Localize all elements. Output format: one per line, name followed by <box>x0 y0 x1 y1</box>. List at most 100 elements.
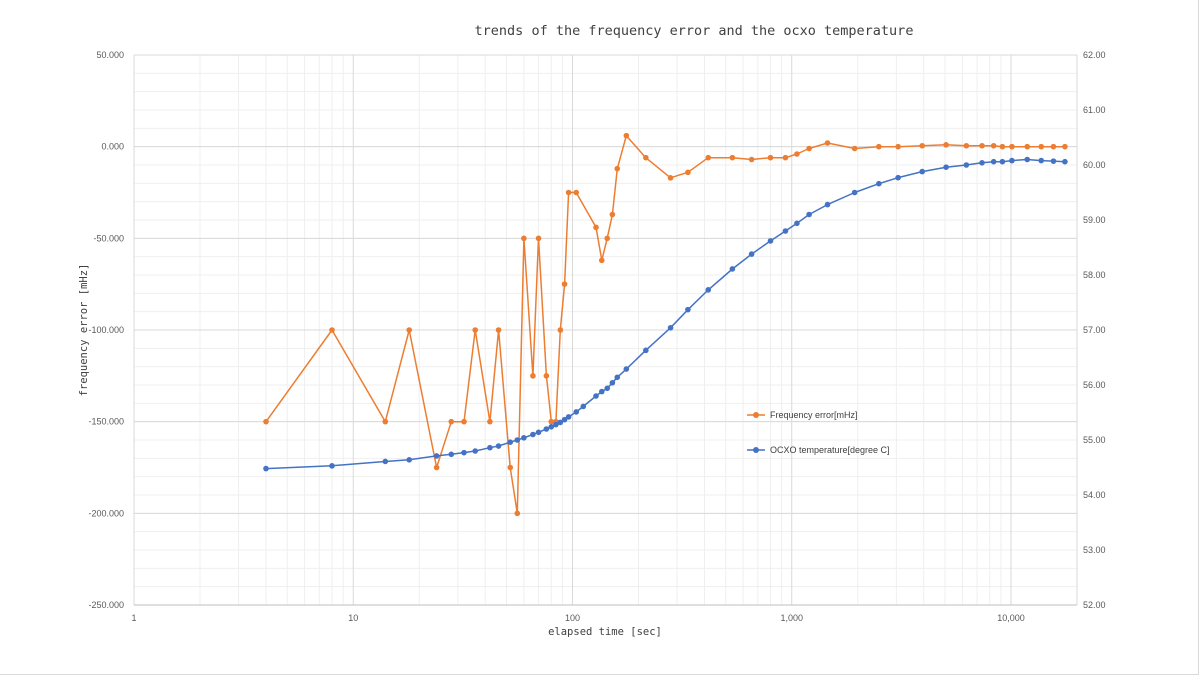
ocxo-temperature-point <box>979 160 985 166</box>
ocxo-temperature-point <box>614 374 621 381</box>
legend-item-ocxo-temperature: OCXO temperature[degree C] <box>747 445 890 455</box>
frequency-error-point <box>557 327 564 333</box>
ocxo-temperature-point <box>851 189 858 196</box>
y2-tick-label: 60.00 <box>1083 160 1106 170</box>
ocxo-temperature-point <box>553 421 559 428</box>
y-tick-label: -100.000 <box>88 325 124 335</box>
y-tick-label: 0.000 <box>101 142 124 152</box>
frequency-error-point <box>461 418 467 425</box>
frequency-error-point <box>748 156 755 163</box>
legend-item-frequency-error: Frequency error[mHz] <box>747 410 858 420</box>
frequency-error-point <box>806 145 812 152</box>
frequency-error-point <box>767 154 774 161</box>
ocxo-temperature-point <box>573 409 580 415</box>
frequency-error-point <box>1050 143 1057 150</box>
frequency-error-point <box>514 510 521 517</box>
frequency-error-point <box>472 327 479 333</box>
ocxo-temperature-point <box>943 164 949 170</box>
ocxo-temperature-point <box>643 347 649 354</box>
x-tick-label: 100 <box>565 613 580 623</box>
frequency-error-point <box>604 235 611 242</box>
y2-tick-label: 56.00 <box>1083 380 1106 390</box>
frequency-error-point <box>329 327 335 333</box>
ocxo-temperature-point <box>604 385 611 392</box>
frequency-error-point <box>895 143 901 150</box>
ocxo-temperature-point <box>895 174 901 181</box>
ocxo-temperature-point <box>1038 157 1045 164</box>
frequency-error-point <box>729 154 736 161</box>
ocxo-temperature-point <box>548 424 555 430</box>
frequency-error-point <box>667 175 674 181</box>
frequency-error-point <box>990 142 997 149</box>
frequency-error-point <box>705 154 712 161</box>
ocxo-temperature-point <box>530 431 536 438</box>
ocxo-temperature-point <box>495 443 502 449</box>
y2-tick-label: 62.00 <box>1083 50 1106 60</box>
frequency-error-point <box>979 142 985 149</box>
ocxo-temperature-point <box>507 439 514 446</box>
ocxo-temperature-point <box>1062 158 1068 165</box>
frequency-error-point <box>543 373 550 379</box>
ocxo-temperature-point <box>1009 157 1015 164</box>
frequency-error-point <box>851 145 858 152</box>
ocxo-temperature-point <box>535 429 542 436</box>
ocxo-temperature-point <box>514 437 521 443</box>
x-axis-title: elapsed time [sec] <box>548 626 662 638</box>
frequency-error-point <box>406 327 413 333</box>
ocxo-temperature-point <box>919 168 926 175</box>
y2-tick-label: 55.00 <box>1083 435 1106 445</box>
ocxo-temperature-point <box>598 388 605 395</box>
y2-tick-label: 59.00 <box>1083 215 1106 225</box>
x-tick-label: 1,000 <box>780 613 803 623</box>
legend-label-frequency-error: Frequency error[mHz] <box>770 410 858 420</box>
ocxo-temperature-point <box>876 180 882 187</box>
frequency-error-point <box>507 464 514 471</box>
frequency-error-point <box>433 464 440 471</box>
y2-tick-label: 57.00 <box>1083 325 1106 335</box>
y2-tick-label: 54.00 <box>1083 490 1106 500</box>
ocxo-temperature-point <box>609 380 616 386</box>
frequency-error-point <box>263 418 269 425</box>
ocxo-temperature-point <box>729 266 736 272</box>
ocxo-temperature-point <box>593 393 599 399</box>
ocxo-temperature-point <box>794 220 800 227</box>
frequency-error-point <box>614 165 621 172</box>
legend: Frequency error[mHz] OCXO temperature[de… <box>747 410 890 455</box>
ocxo-temperature-point <box>263 465 269 472</box>
ocxo-temperature-point <box>521 435 527 441</box>
x-tick-label: 10 <box>348 613 358 623</box>
frequency-error-point <box>1062 143 1068 150</box>
frequency-error-point <box>521 235 527 242</box>
frequency-error-point <box>448 418 455 425</box>
y2-tick-label: 61.00 <box>1083 105 1106 115</box>
ocxo-temperature-point <box>461 449 467 456</box>
ocxo-temperature-point <box>824 201 831 208</box>
frequency-error-point <box>548 418 555 425</box>
frequency-error-point <box>999 143 1006 150</box>
ocxo-temperature-point <box>433 453 440 459</box>
y-axis-title: frequency error [mHz] <box>78 264 90 397</box>
frequency-error-point <box>593 224 599 231</box>
ocxo-temperature-point <box>1050 158 1057 164</box>
ocxo-temperature-point <box>580 403 587 410</box>
y-tick-label: -250.000 <box>88 600 124 610</box>
ocxo-temperature-point <box>999 158 1006 165</box>
ocxo-temperature-point <box>767 238 774 244</box>
ocxo-temperature-point <box>748 251 755 257</box>
y2-tick-label: 53.00 <box>1083 545 1106 555</box>
x-tick-label: 10,000 <box>997 613 1025 623</box>
frequency-error-point <box>561 281 568 287</box>
frequency-error-point <box>565 189 572 196</box>
frequency-error-point <box>643 154 649 161</box>
ocxo-temperature-point <box>705 287 712 293</box>
y-tick-label: -150.000 <box>88 417 124 427</box>
frequency-error-point <box>963 142 970 149</box>
ocxo-temperature-point <box>565 414 572 420</box>
ocxo-temperature-point <box>806 211 812 218</box>
ocxo-temperature-point <box>667 325 674 331</box>
ocxo-temperature-point <box>382 458 389 465</box>
ocxo-temperature-point <box>561 416 568 423</box>
frequency-error-point <box>535 235 542 242</box>
